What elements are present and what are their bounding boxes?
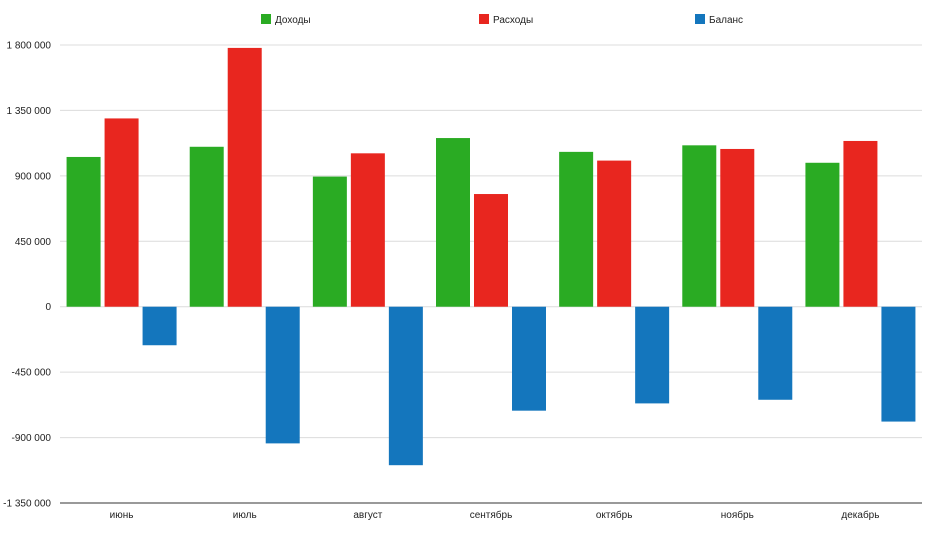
bar-expenses [474,194,508,307]
bar-income [189,146,224,307]
bar-income [682,145,717,307]
axis-layer: 1 800 000 1 350 000 900 000 450 000 0 -450 00… [3,41,922,521]
y-tick-label: 0 [45,302,51,313]
bar-expenses [227,47,262,307]
legend-swatch [479,14,489,24]
y-tick-label: 900 000 [15,171,52,182]
x-tick-label: октябрь [596,509,633,521]
bar-balance [881,306,916,422]
bar-balance [142,306,177,346]
y-tick-label: 1 350 000 [7,106,52,117]
y-tick-label: 1 800 000 [7,41,52,52]
bar-income [559,151,594,307]
bar-income [436,138,470,307]
y-tick-label: -1 350 000 [3,499,51,510]
legend-swatch [695,14,705,24]
x-tick-label: август [353,510,382,521]
bar-expenses [597,160,632,307]
bar-expenses [104,118,139,307]
bar-expenses [350,153,385,307]
x-tick-label: декабрь [841,509,879,521]
legend-label: Баланс [709,15,743,26]
bar-expenses [843,140,878,307]
y-tick-label: -900 000 [12,433,52,444]
bar-balance [512,306,546,411]
bar-expenses [720,148,755,307]
bars-layer [66,47,916,466]
bar-income [805,162,840,307]
bar-balance [388,306,423,466]
bar-balance [635,306,670,404]
legend-label: Расходы [493,15,533,26]
x-tick-label: ноябрь [721,509,754,521]
legend-label: Доходы [275,15,311,26]
x-tick-label: сентябрь [470,509,513,521]
legend-swatch [261,14,271,24]
x-tick-label: июнь [110,510,134,521]
legend: Доходы Расходы Баланс [261,14,743,26]
y-tick-label: -450 000 [12,368,52,379]
bar-income [66,156,101,307]
y-tick-label: 450 000 [15,237,52,248]
x-tick-label: июль [233,510,257,521]
bar-balance [758,306,793,400]
bar-balance [265,306,300,444]
bar-income [312,176,347,307]
